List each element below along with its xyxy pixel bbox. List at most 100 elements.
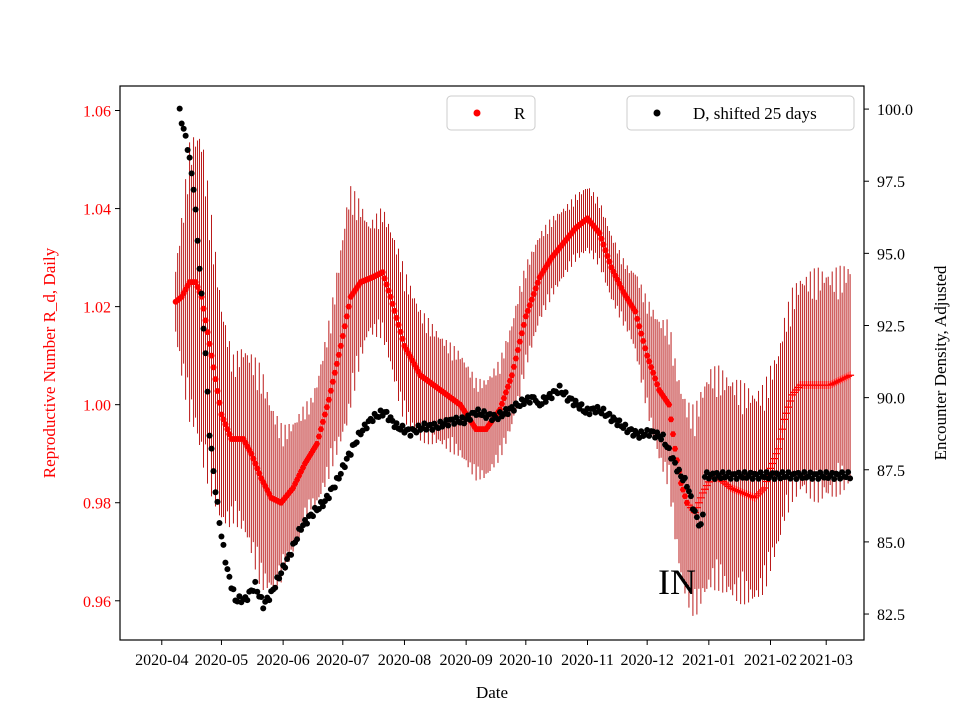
d-point <box>294 536 301 543</box>
d-point <box>809 475 816 482</box>
annotation-in: IN <box>658 562 696 602</box>
r-point <box>387 293 394 300</box>
r-point <box>700 485 709 494</box>
r-point <box>698 488 707 497</box>
r-point <box>750 493 759 502</box>
r-point <box>208 352 215 359</box>
legend-r-label: R <box>514 104 526 123</box>
right-tick-label: 85.0 <box>877 535 905 552</box>
d-point <box>190 186 197 193</box>
d-point <box>369 418 376 425</box>
r-point <box>654 381 661 388</box>
r-point <box>634 315 641 322</box>
r-point <box>774 444 783 453</box>
r-point <box>666 401 673 408</box>
d-point <box>801 469 808 476</box>
d-point <box>288 551 295 558</box>
d-point <box>606 410 613 417</box>
x-tick-label: 2020-09 <box>439 652 492 669</box>
d-point <box>399 422 406 429</box>
d-point <box>526 399 533 406</box>
r-point <box>830 379 839 388</box>
r-point <box>518 330 525 337</box>
d-point <box>670 455 677 462</box>
d-point <box>638 428 645 435</box>
r-point <box>194 284 201 291</box>
r-point <box>381 275 388 282</box>
r-point <box>842 373 851 382</box>
r-point <box>379 269 386 276</box>
r-point <box>638 330 645 337</box>
r-point <box>598 235 605 242</box>
r-point <box>514 347 521 354</box>
d-point <box>303 520 310 527</box>
d-point <box>672 459 679 466</box>
r-point <box>192 279 199 286</box>
r-point <box>778 425 787 434</box>
r-point <box>345 303 352 310</box>
r-point <box>337 342 344 349</box>
r-series <box>172 215 855 517</box>
r-point <box>252 460 259 467</box>
r-point <box>670 431 677 438</box>
r-point <box>828 380 837 389</box>
legend-r-box <box>446 95 536 131</box>
d-point <box>475 406 482 413</box>
d-point <box>226 573 233 580</box>
r-point <box>640 337 647 344</box>
d-point <box>741 469 748 476</box>
r-point <box>389 300 396 307</box>
d-point <box>467 416 474 423</box>
right-tick-label: 87.5 <box>877 463 905 480</box>
d-point <box>196 265 203 272</box>
d-point <box>178 120 185 127</box>
r-point <box>341 323 348 330</box>
r-point <box>636 323 643 330</box>
d-point <box>504 411 511 418</box>
r-point <box>200 305 207 312</box>
left-tick-label: 1.04 <box>83 202 111 219</box>
r-point <box>206 340 213 347</box>
d-point <box>337 470 344 477</box>
r-point <box>532 285 539 292</box>
d-point <box>258 594 265 601</box>
r-point <box>644 352 651 359</box>
d-point <box>562 389 569 396</box>
x-tick-label: 2020-12 <box>621 652 674 669</box>
r-point <box>315 433 322 440</box>
r-point <box>770 454 779 463</box>
r-point <box>752 491 761 500</box>
r-point <box>528 296 535 303</box>
d-point <box>331 484 338 491</box>
right-axis-label: Encounter Density, Adjusted <box>931 265 950 460</box>
d-point <box>831 475 838 482</box>
d-point <box>252 578 259 585</box>
r-point <box>512 355 519 362</box>
d-point <box>658 436 665 443</box>
r-point <box>768 459 777 468</box>
r-point <box>602 247 609 254</box>
r-point <box>534 279 541 286</box>
r-point <box>840 374 849 383</box>
d-point <box>309 513 316 520</box>
right-tick-label: 95.0 <box>877 246 905 263</box>
d-point <box>188 170 195 177</box>
d-point <box>260 605 267 612</box>
d-point <box>202 350 209 357</box>
d-point <box>200 325 207 332</box>
d-point <box>282 564 289 571</box>
right-tick-label: 100.0 <box>877 102 913 119</box>
d-point <box>192 206 199 213</box>
d-point <box>675 466 682 473</box>
r-point <box>846 371 855 380</box>
d-point <box>685 488 692 495</box>
d-point <box>186 154 193 161</box>
r-point <box>313 440 320 447</box>
r-point <box>728 484 737 493</box>
plot-frame <box>119 85 865 641</box>
r-point <box>646 358 653 365</box>
r-point <box>696 493 705 502</box>
r-point <box>202 317 209 324</box>
d-point <box>194 237 201 244</box>
r-point <box>226 431 233 438</box>
